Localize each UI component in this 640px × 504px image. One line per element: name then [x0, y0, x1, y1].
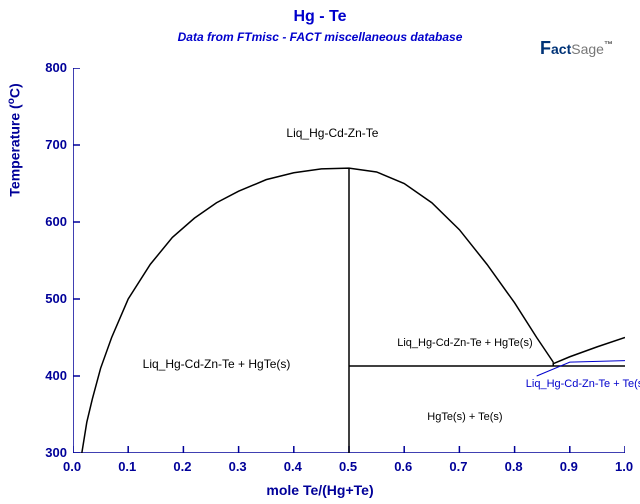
logo-tm: ™	[604, 40, 613, 50]
region-label: Liq_Hg-Cd-Zn-Te + Te(s)	[526, 378, 640, 390]
y-axis-title-text2: C)	[7, 83, 23, 98]
curve-group	[82, 168, 625, 453]
x-tick-label: 0.4	[284, 459, 302, 474]
figure-root: Hg - Te Data from FTmisc - FACT miscella…	[0, 0, 640, 504]
y-axis-degree: o	[6, 98, 17, 104]
region-label: Liq_Hg-Cd-Zn-Te	[286, 126, 378, 140]
y-axis-title-text1: Temperature (	[7, 104, 23, 196]
x-tick-label: 0.1	[118, 459, 136, 474]
x-tick-label: 0.7	[449, 459, 467, 474]
x-axis-title: mole Te/(Hg+Te)	[0, 482, 640, 498]
logo-sage: Sage	[571, 41, 604, 57]
y-axis-title: Temperature (oC)	[6, 20, 23, 260]
chart-title: Hg - Te	[0, 8, 640, 26]
x-tick-label: 1.0	[615, 459, 633, 474]
y-tick-label: 700	[45, 137, 67, 152]
y-tick-label: 500	[45, 291, 67, 306]
annotation-pointer	[537, 361, 625, 376]
x-tick-label: 0.8	[505, 459, 523, 474]
y-tick-label: 600	[45, 214, 67, 229]
logo-act: act	[551, 41, 571, 57]
x-tick-label: 0.9	[560, 459, 578, 474]
x-tick-label: 0.0	[63, 459, 81, 474]
y-tick-label: 300	[45, 445, 67, 460]
region-label: HgTe(s) + Te(s)	[427, 411, 502, 423]
y-tick-label: 400	[45, 368, 67, 383]
te-liquidus	[553, 338, 625, 364]
region-label: Liq_Hg-Cd-Zn-Te + HgTe(s)	[143, 357, 291, 371]
x-tick-label: 0.6	[394, 459, 412, 474]
liquidus-curve	[82, 168, 553, 453]
x-tick-label: 0.2	[173, 459, 191, 474]
region-label: Liq_Hg-Cd-Zn-Te + HgTe(s)	[397, 337, 532, 349]
x-tick-label: 0.5	[339, 459, 357, 474]
x-tick-label: 0.3	[229, 459, 247, 474]
factsage-logo: FactSage™	[540, 38, 613, 59]
logo-f: F	[540, 38, 551, 58]
y-tick-label: 800	[45, 60, 67, 75]
